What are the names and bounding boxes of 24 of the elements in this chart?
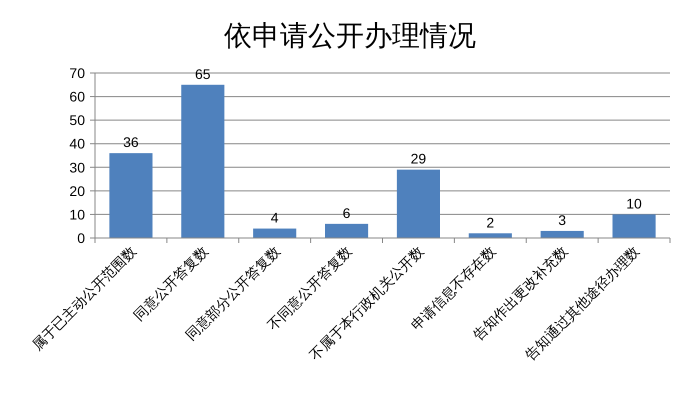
y-tick-label: 60 bbox=[69, 88, 86, 105]
bar bbox=[109, 153, 152, 238]
data-label: 29 bbox=[410, 150, 426, 167]
y-tick-label: 50 bbox=[69, 112, 86, 128]
y-tick-label: 70 bbox=[69, 65, 86, 81]
y-tick-label: 30 bbox=[69, 159, 86, 176]
data-label: 65 bbox=[195, 66, 211, 82]
data-label: 10 bbox=[626, 195, 642, 212]
chart-title: 依申请公开办理情况 bbox=[224, 20, 476, 51]
y-tick-label: 0 bbox=[77, 230, 86, 246]
y-tick-label: 10 bbox=[69, 206, 86, 222]
data-label: 3 bbox=[558, 212, 566, 228]
bar bbox=[253, 228, 296, 238]
y-tick-label: 40 bbox=[69, 136, 86, 152]
bar bbox=[325, 224, 368, 238]
data-label: 2 bbox=[486, 214, 494, 230]
data-label: 36 bbox=[123, 134, 139, 150]
data-label: 4 bbox=[270, 210, 279, 226]
bar bbox=[612, 214, 656, 238]
bar bbox=[540, 230, 584, 238]
y-tick-label: 20 bbox=[69, 182, 86, 199]
data-label: 6 bbox=[342, 204, 351, 221]
bar bbox=[396, 170, 440, 238]
bar bbox=[181, 84, 224, 238]
